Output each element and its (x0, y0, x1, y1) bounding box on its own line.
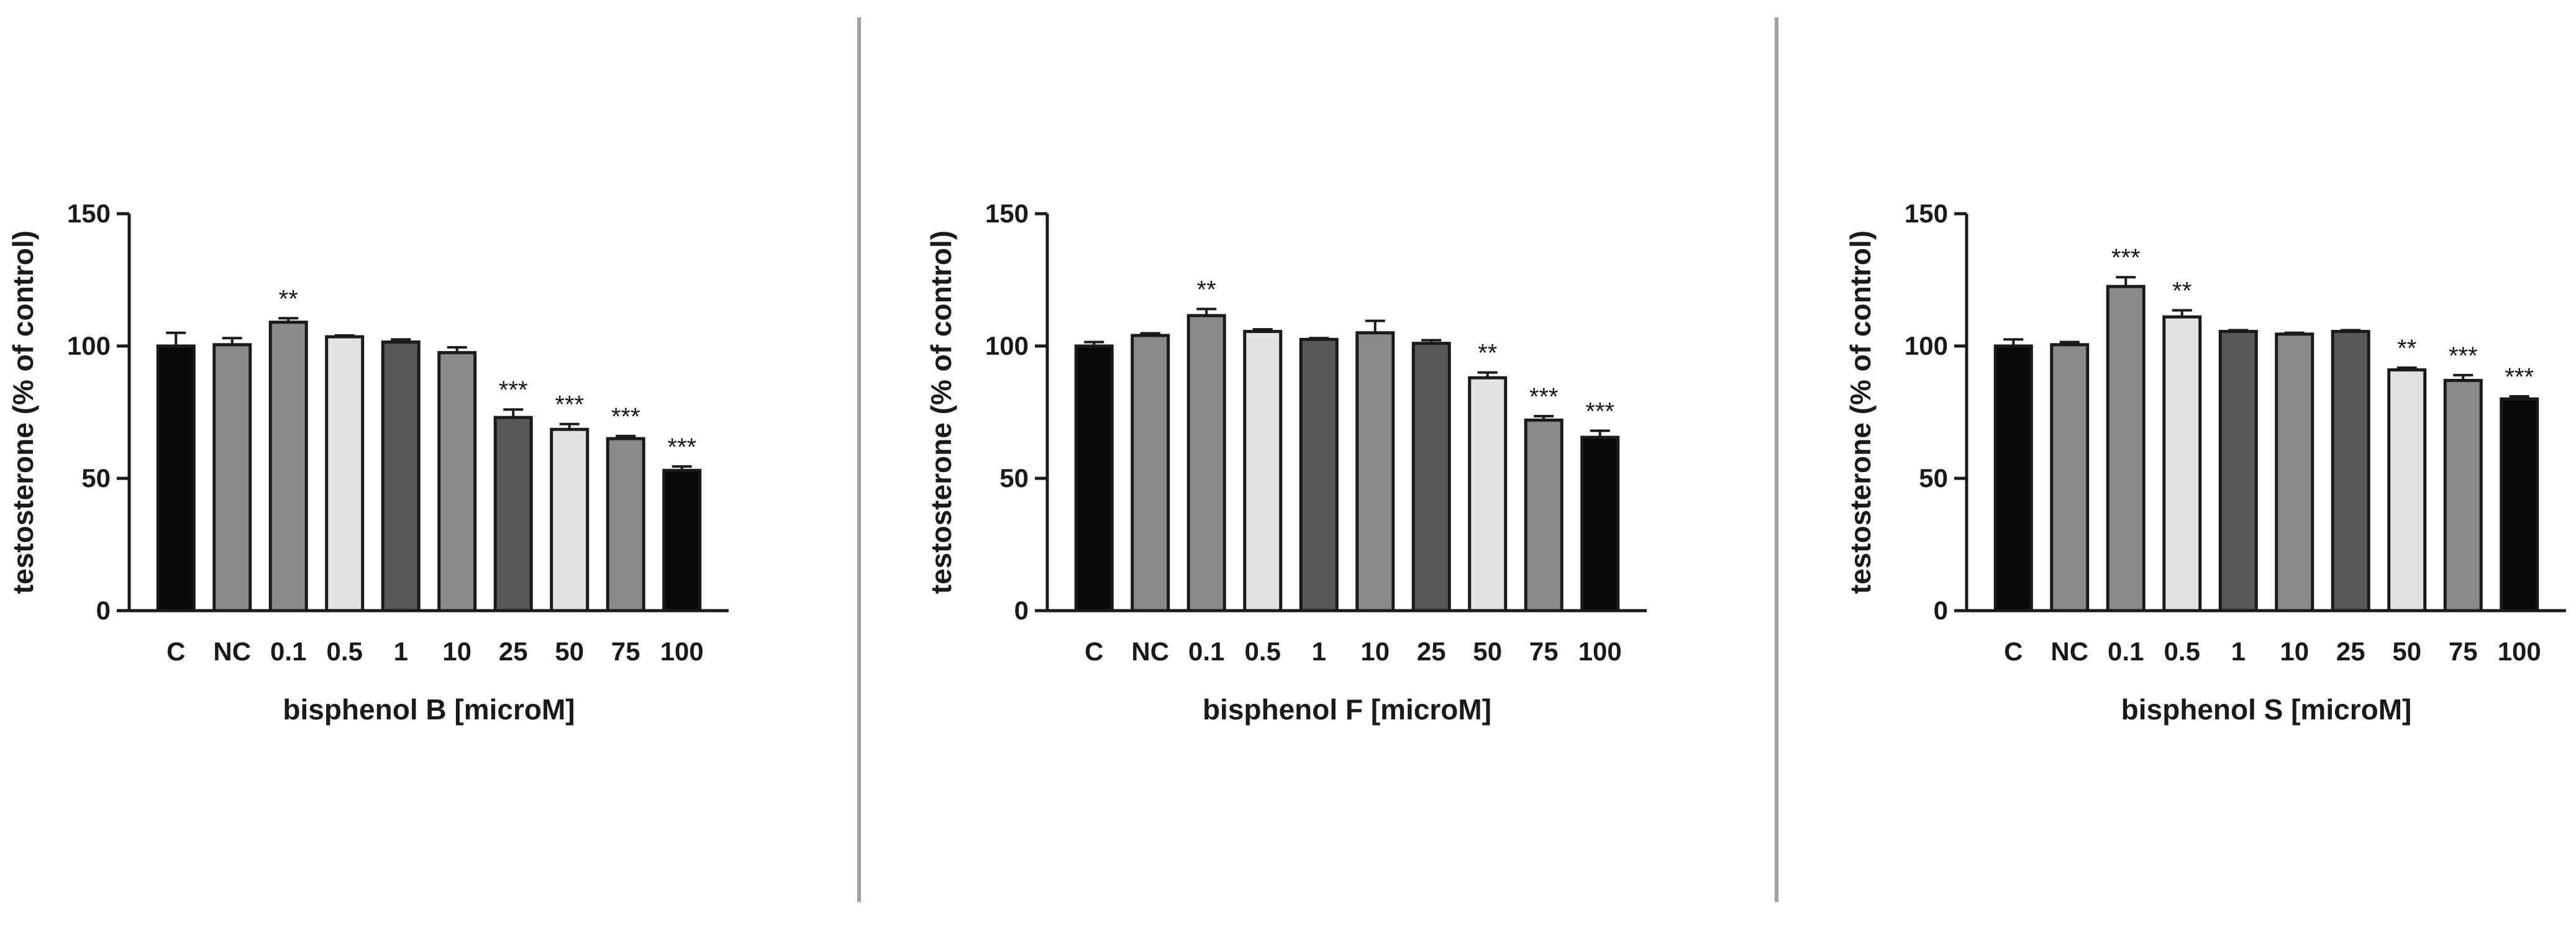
bar (1411, 342, 1451, 613)
bar (1468, 376, 1508, 613)
bar (2331, 330, 2370, 613)
x-axis-title: bisphenol F [microM] (1203, 693, 1491, 726)
x-tick-label: 75 (1529, 637, 1559, 666)
bar (550, 427, 589, 613)
x-tick-label: 10 (442, 637, 471, 666)
x-axis-title: bisphenol B [microM] (283, 693, 575, 726)
bar (2275, 332, 2314, 613)
significance-label: *** (1585, 398, 1614, 425)
bar (2106, 285, 2146, 613)
bar (1355, 331, 1395, 613)
bar (1074, 344, 1114, 613)
bar (268, 321, 308, 613)
x-tick-label: 100 (660, 637, 704, 666)
bar (1580, 435, 1620, 613)
y-tick-label: 0 (1014, 596, 1029, 625)
x-tick-label: 0.1 (1188, 637, 1224, 666)
x-tick-label: 50 (2392, 637, 2421, 666)
y-axis-title: testosterone (% of control) (7, 230, 39, 594)
significance-label: *** (555, 391, 584, 419)
bar (2050, 343, 2090, 613)
bar (1243, 330, 1283, 613)
bar (2387, 368, 2427, 613)
x-tick-label: C (166, 637, 185, 666)
x-tick-label: 1 (394, 637, 408, 666)
bar (1993, 344, 2033, 613)
x-tick-label: 1 (2231, 637, 2246, 666)
x-tick-label: 25 (2336, 637, 2365, 666)
y-tick-label: 50 (999, 463, 1029, 493)
x-tick-label: 0.5 (327, 637, 363, 666)
y-tick-label: 100 (67, 331, 111, 360)
x-tick-label: 75 (611, 637, 640, 666)
bar (1131, 334, 1170, 613)
x-tick-label: 0.1 (2108, 637, 2144, 666)
bar (1186, 314, 1226, 613)
y-tick-label: 50 (1919, 463, 1948, 493)
x-tick-label: 100 (2498, 637, 2541, 666)
x-tick-label: NC (1131, 637, 1169, 666)
bar (381, 340, 421, 613)
significance-label: *** (2111, 244, 2141, 271)
bar (493, 416, 533, 613)
y-tick-label: 0 (1934, 596, 1948, 625)
y-tick-label: 0 (96, 596, 111, 625)
bar (2500, 397, 2539, 613)
y-tick-label: 150 (985, 199, 1029, 228)
bar (156, 344, 196, 613)
bar (2443, 378, 2483, 613)
y-axis-title: testosterone (% of control) (1844, 230, 1877, 594)
x-tick-label: 75 (2449, 637, 2478, 666)
significance-label: ** (1478, 340, 1497, 367)
significance-label: ** (279, 285, 298, 312)
bar (325, 335, 365, 613)
x-tick-label: 0.1 (270, 637, 306, 666)
x-tick-label: NC (213, 637, 251, 666)
bar (437, 351, 477, 613)
bar (1299, 337, 1339, 613)
significance-label: *** (2449, 342, 2478, 370)
x-tick-label: 10 (1360, 637, 1390, 666)
x-tick-label: 50 (1473, 637, 1502, 666)
x-tick-label: 100 (1578, 637, 1622, 666)
bar (2162, 315, 2202, 613)
y-tick-label: 150 (67, 199, 111, 228)
y-tick-label: 150 (1905, 199, 1948, 228)
significance-label: ** (2172, 277, 2191, 304)
x-tick-label: 1 (1312, 637, 1326, 666)
x-tick-label: 25 (1417, 637, 1446, 666)
x-tick-label: NC (2050, 637, 2088, 666)
x-tick-label: C (1085, 637, 1103, 666)
significance-label: ** (1197, 276, 1216, 303)
x-tick-label: 0.5 (2164, 637, 2200, 666)
significance-label: *** (611, 403, 640, 431)
significance-label: *** (667, 434, 696, 461)
significance-label: *** (2505, 363, 2534, 391)
x-tick-label: 10 (2280, 637, 2309, 666)
significance-label: *** (499, 376, 528, 404)
bar (1524, 418, 1563, 613)
x-tick-label: C (2004, 637, 2023, 666)
y-tick-label: 50 (81, 463, 111, 493)
y-tick-label: 100 (1905, 331, 1948, 360)
x-tick-label: 0.5 (1245, 637, 1281, 666)
bar (662, 468, 702, 613)
significance-label: ** (2397, 335, 2416, 362)
significance-label: *** (1529, 383, 1559, 411)
x-tick-label: 25 (499, 637, 528, 666)
y-tick-label: 100 (985, 331, 1029, 360)
x-axis-title: bisphenol S [microM] (2121, 693, 2412, 726)
bar (606, 437, 645, 613)
y-axis-title: testosterone (% of control) (925, 230, 957, 594)
bar (212, 343, 252, 613)
bar (2218, 330, 2258, 613)
x-tick-label: 50 (555, 637, 584, 666)
